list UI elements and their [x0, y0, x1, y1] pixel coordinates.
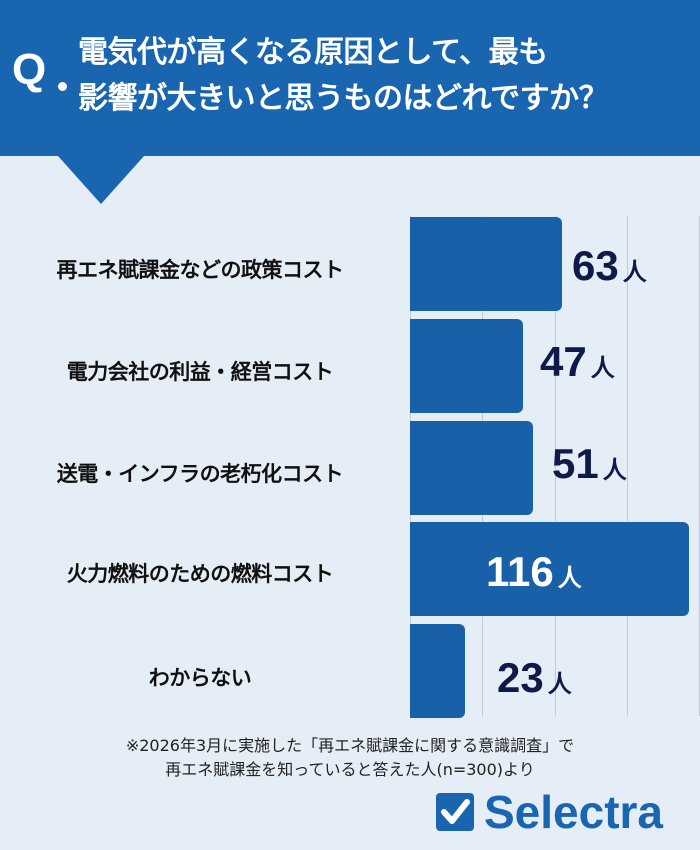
- question-line-1: 電気代が高くなる原因として、最も: [78, 35, 548, 70]
- q-mark: Q: [12, 45, 47, 94]
- bar: [410, 217, 562, 311]
- category-label: 再エネ賦課金などの政策コスト: [56, 258, 345, 282]
- checkmark-icon: [436, 793, 474, 831]
- category-label: 火力燃料のための燃料コスト: [66, 562, 334, 586]
- category-label: 電力会社の利益・経営コスト: [66, 360, 334, 384]
- category-label: わからない: [148, 666, 252, 690]
- bar: [410, 522, 689, 616]
- bar: [410, 319, 523, 413]
- q-dot-icon: [58, 82, 67, 91]
- footnote: ※2026年3月に実施した「再エネ賦課金に関する意識調査」で 再エネ賦課金を知っ…: [0, 734, 700, 782]
- bar: [410, 421, 533, 515]
- value-label: 51 人: [552, 440, 627, 487]
- selectra-logo: Selectra: [436, 786, 664, 838]
- question-title: 電気代が高くなる原因として、最も 影響が大きいと思うものはどれですか？: [78, 30, 698, 122]
- bar: [410, 624, 465, 718]
- value-label: 63 人: [572, 242, 647, 289]
- question-header: Q 電気代が高くなる原因として、最も 影響が大きいと思うものはどれですか？: [0, 0, 700, 156]
- gridline: [555, 216, 556, 716]
- category-label: 送電・インフラの老朽化コスト: [56, 462, 344, 486]
- value-label: 47 人: [540, 338, 615, 385]
- footnote-line-2: 再エネ賦課金を知っていると答えた人(n=300)より: [165, 760, 535, 779]
- gridline: [627, 216, 628, 716]
- footnote-line-1: ※2026年3月に実施した「再エネ賦課金に関する意識調査」で: [125, 736, 575, 755]
- logo-text: Selectra: [484, 786, 664, 838]
- value-label: 23 人: [497, 654, 572, 701]
- value-label: 116 人: [486, 548, 582, 595]
- question-line-2: 影響が大きいと思うものはどれですか？: [78, 81, 609, 116]
- speech-pointer-icon: [58, 156, 144, 204]
